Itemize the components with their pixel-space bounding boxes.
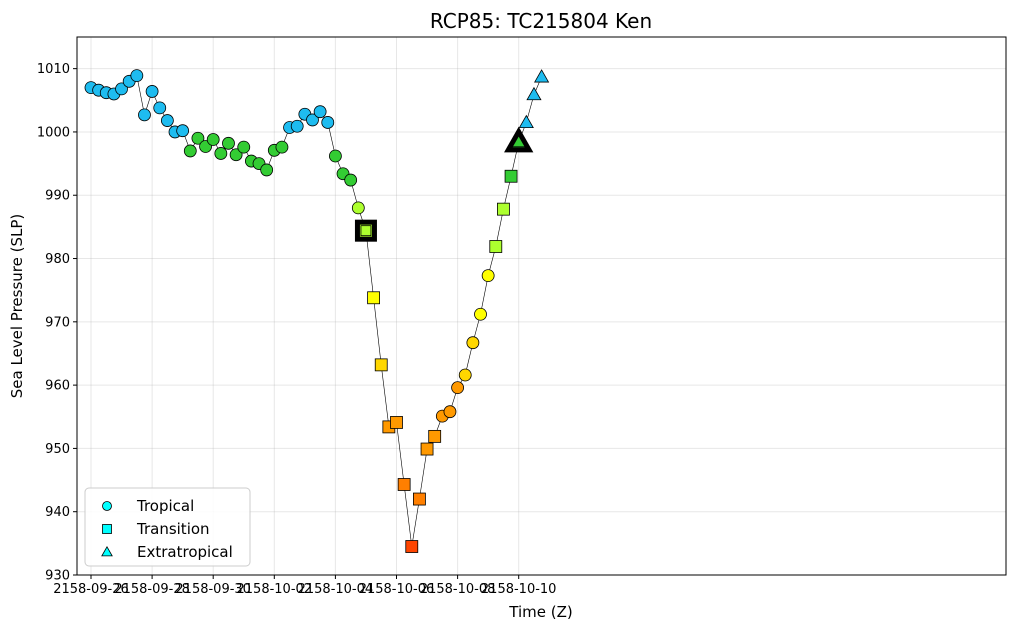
legend: Tropical Transition Extratropical <box>84 487 251 567</box>
data-point <box>534 69 550 83</box>
data-point <box>458 368 472 382</box>
y-tick-label: 1000 <box>37 125 70 140</box>
data-point <box>367 291 380 305</box>
x-tick-label: 2158-10-02 <box>237 582 313 597</box>
data-point <box>497 202 510 216</box>
data-point <box>489 240 503 253</box>
data-point <box>153 101 167 115</box>
legend-box <box>84 487 251 567</box>
grid <box>77 37 1006 576</box>
data-point <box>390 416 403 429</box>
data-point <box>443 405 457 419</box>
x-tick-label: 2158-09-28 <box>114 582 190 597</box>
data-point <box>466 336 480 350</box>
y-axis-ticks: 930 940 950 960 970 980 990 1000 1010 <box>37 62 77 584</box>
y-tick-label: 990 <box>45 189 70 204</box>
data-point <box>474 307 487 321</box>
data-point <box>145 85 159 98</box>
data-point <box>518 114 534 129</box>
data-point <box>290 119 304 133</box>
y-tick-label: 940 <box>45 505 70 520</box>
data-point <box>229 148 243 162</box>
data-point <box>481 269 495 283</box>
data-point <box>328 149 342 163</box>
data-point <box>428 429 442 443</box>
track-line <box>90 75 542 547</box>
y-tick-label: 970 <box>45 315 70 330</box>
x-tick-label: 2158-10-06 <box>359 582 435 597</box>
data-point <box>306 113 319 127</box>
data-point <box>115 82 128 96</box>
legend-marker <box>102 524 112 534</box>
x-tick-label: 2158-10-10 <box>481 582 557 597</box>
data-point <box>313 105 327 119</box>
data-point <box>176 124 190 138</box>
data-point <box>222 136 235 150</box>
data-markers <box>84 69 550 553</box>
x-axis-label: Time (Z) <box>508 603 572 621</box>
x-tick-label: 2158-09-26 <box>53 582 129 597</box>
data-point <box>413 492 426 506</box>
x-axis-ticks: 2158-09-262158-09-282158-09-302158-10-02… <box>53 575 556 597</box>
data-point <box>511 134 526 148</box>
data-point <box>504 169 518 183</box>
data-point <box>214 147 228 160</box>
legend-marker <box>101 546 113 557</box>
data-point <box>397 478 411 491</box>
legend-label: Tropical <box>136 497 194 515</box>
legend-marker <box>102 501 112 511</box>
data-point <box>321 116 335 129</box>
x-tick-label: 2158-10-04 <box>298 582 374 597</box>
data-point <box>405 540 419 553</box>
y-axis-label: Sea Level Pressure (SLP) <box>8 214 26 399</box>
y-tick-label: 960 <box>45 379 70 394</box>
data-point <box>138 108 151 122</box>
data-point <box>275 140 289 154</box>
data-point <box>526 86 542 101</box>
data-point <box>237 140 251 154</box>
data-point <box>183 144 197 158</box>
data-point <box>160 114 174 127</box>
y-tick-label: 1010 <box>37 62 70 77</box>
x-tick-label: 2158-09-30 <box>175 582 251 597</box>
data-point <box>451 381 465 395</box>
data-point <box>420 442 434 456</box>
data-point <box>360 225 372 237</box>
plot-frame <box>76 36 1007 576</box>
data-point <box>260 163 274 177</box>
track-polyline <box>90 75 542 547</box>
chart-title: RCP85: TC215804 Ken <box>430 9 652 33</box>
data-point <box>374 358 388 372</box>
data-point <box>191 131 205 145</box>
y-tick-label: 950 <box>45 442 70 457</box>
legend-label: Transition <box>136 520 210 538</box>
data-point <box>344 173 358 187</box>
data-point <box>351 201 365 215</box>
y-tick-label: 930 <box>45 569 70 584</box>
data-point <box>206 133 220 146</box>
data-point <box>130 69 144 83</box>
legend-label: Extratropical <box>137 543 233 561</box>
x-tick-label: 2158-10-08 <box>420 582 496 597</box>
y-tick-label: 980 <box>45 252 70 267</box>
